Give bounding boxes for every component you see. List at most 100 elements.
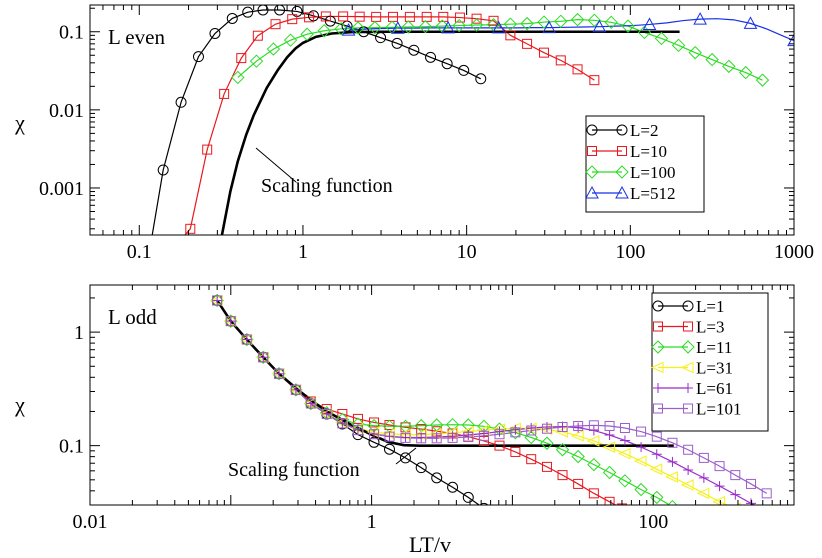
data-point xyxy=(290,384,301,395)
data-point xyxy=(479,502,489,505)
data-point xyxy=(431,472,443,484)
annotation-arrow-line xyxy=(395,447,417,465)
legend-label: L=3 xyxy=(696,318,724,337)
data-point xyxy=(604,496,615,505)
x-tick-label: 1 xyxy=(298,241,308,263)
legend-label: L=2 xyxy=(630,121,658,140)
legend-marker xyxy=(651,340,665,354)
data-point xyxy=(317,24,331,38)
data-point xyxy=(249,54,264,68)
legend-label: L=100 xyxy=(630,163,675,182)
legend-label: L=61 xyxy=(696,379,733,398)
data-point xyxy=(651,449,662,460)
data-point xyxy=(537,15,551,29)
legend-label: L=10 xyxy=(630,142,667,161)
data-point xyxy=(714,461,725,472)
data-point xyxy=(746,498,756,505)
series-line-L=101 xyxy=(216,300,768,494)
panel-odd: 0.01 1 100 0.1 1 L odd χ LT/v Scaling functi… xyxy=(14,284,795,557)
data-point xyxy=(488,15,499,26)
data-point xyxy=(445,417,460,432)
panel-even: 0.1 1 10 100 1000 0.001 0.01 0.1 L even χ Scali… xyxy=(14,4,814,263)
data-point xyxy=(541,421,552,432)
data-point xyxy=(352,425,363,436)
legend-marker xyxy=(615,185,629,199)
data-point xyxy=(157,164,169,176)
data-point xyxy=(602,441,616,453)
data-point xyxy=(526,423,537,434)
data-point xyxy=(520,16,534,31)
data-point xyxy=(787,33,794,47)
legend-marker xyxy=(680,361,694,374)
legend-marker xyxy=(683,321,693,332)
data-point xyxy=(305,398,316,409)
data-point xyxy=(491,20,506,34)
data-point xyxy=(494,429,505,440)
data-point xyxy=(698,472,709,483)
data-point xyxy=(287,14,298,25)
series-line-L=512 xyxy=(348,18,794,42)
data-point xyxy=(399,452,411,464)
data-point xyxy=(368,417,379,428)
data-point xyxy=(503,17,518,31)
data-point xyxy=(570,430,584,442)
data-point xyxy=(680,479,694,491)
legend-label: L=1 xyxy=(696,297,724,316)
data-point xyxy=(175,96,187,108)
data-point xyxy=(337,418,348,429)
legend-marker xyxy=(683,383,693,393)
data-point xyxy=(510,427,521,438)
legend-label: L=512 xyxy=(630,184,675,203)
data-point xyxy=(651,431,662,442)
data-point xyxy=(352,413,363,424)
data-point xyxy=(671,38,686,53)
data-point xyxy=(231,70,245,85)
series-line-L=100 xyxy=(237,19,763,81)
data-point xyxy=(683,444,694,455)
data-point xyxy=(617,447,631,460)
data-point xyxy=(746,478,757,489)
data-point xyxy=(242,6,254,18)
data-point xyxy=(400,432,411,443)
legend-odd-entries: L=1 L=3L=11 L=31L=61 L=101 xyxy=(650,297,741,419)
data-point xyxy=(557,421,568,432)
data-point xyxy=(557,470,568,481)
data-point xyxy=(693,12,707,25)
data-point xyxy=(510,446,521,457)
data-point xyxy=(368,429,379,440)
legend-marker xyxy=(653,403,663,414)
data-point xyxy=(714,481,725,492)
data-point xyxy=(400,432,411,443)
legend-even-box xyxy=(585,115,705,213)
data-point xyxy=(572,64,583,75)
data-point xyxy=(320,11,331,22)
panel-odd-ticks: 0.01 1 100 0.1 1 xyxy=(59,285,795,533)
data-point xyxy=(755,73,770,87)
data-point xyxy=(588,488,599,499)
data-point xyxy=(258,352,269,363)
data-point xyxy=(633,455,647,467)
data-point xyxy=(743,16,758,29)
legend-marker xyxy=(586,124,598,136)
panel-even-frame xyxy=(89,4,795,236)
data-point xyxy=(618,474,632,488)
data-point xyxy=(185,223,196,234)
panel-even-label: L even xyxy=(108,25,165,49)
panel-odd-ylabel: χ xyxy=(14,392,25,417)
series-line-L=10 xyxy=(184,15,595,235)
data-point xyxy=(418,20,433,34)
legend-marker xyxy=(615,165,629,179)
panel-even-annotation: Scaling function xyxy=(255,147,393,197)
data-point xyxy=(401,20,415,34)
data-point xyxy=(337,418,348,429)
plot-clip-group xyxy=(209,293,772,505)
data-point xyxy=(447,481,459,493)
data-point xyxy=(391,21,405,34)
data-point xyxy=(352,424,363,435)
data-point xyxy=(404,11,415,22)
data-point xyxy=(258,352,269,363)
data-point xyxy=(494,440,505,451)
data-point xyxy=(252,30,263,41)
data-point xyxy=(202,144,213,155)
